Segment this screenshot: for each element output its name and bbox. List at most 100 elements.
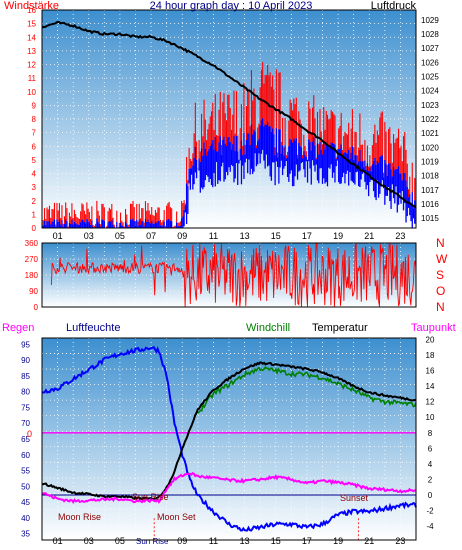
humidity-tick-70: 70: [21, 419, 30, 428]
temp-tick--2: -2: [426, 506, 434, 515]
humidity-label: Luftfeuchte: [66, 322, 120, 334]
hour-tick-09: 09: [177, 231, 187, 241]
rain-label: Regen: [2, 322, 34, 334]
wind-tick-3: 3: [32, 183, 37, 192]
temp-tick-0: 0: [428, 491, 433, 500]
compass-tick-2: S: [436, 268, 444, 282]
wind-tick-1: 1: [32, 210, 37, 219]
humidity-tick-85: 85: [21, 372, 30, 381]
pressure-axis-label: Luftdruck: [371, 0, 417, 12]
hour-tick-21: 21: [364, 231, 374, 241]
wind-tick-13: 13: [27, 47, 36, 56]
compass-tick-1: W: [436, 252, 448, 266]
hour-tick-05: 05: [115, 536, 125, 546]
pressure-tick-1021: 1021: [421, 129, 439, 138]
wind-pressure-ticks: 0123456789101112131415161015101610171018…: [27, 6, 439, 241]
wind-pressure-frame: [41, 9, 417, 229]
temp-tick-20: 20: [426, 336, 435, 345]
pressure-tick-1019: 1019: [421, 157, 439, 166]
wind-axis-label: Windstärke: [4, 0, 59, 12]
humidity-tick-75: 75: [21, 403, 30, 412]
temperature-frame: [41, 337, 417, 541]
hour-tick-23: 23: [395, 231, 405, 241]
humidity-line: [41, 345, 417, 532]
hour-tick-17: 17: [302, 231, 312, 241]
pressure-line: [41, 20, 417, 209]
wind-tick-7: 7: [32, 129, 37, 138]
hour-tick-19: 19: [333, 231, 343, 241]
hour-tick-15: 15: [271, 231, 281, 241]
hour-tick-21: 21: [364, 536, 374, 546]
pressure-tick-1016: 1016: [421, 200, 439, 209]
hour-tick-15: 15: [271, 536, 281, 546]
hour-tick-11: 11: [209, 231, 218, 241]
pressure-tick-1025: 1025: [421, 73, 439, 82]
pressure-tick-1018: 1018: [421, 172, 439, 181]
humidity-tick-55: 55: [21, 467, 30, 476]
moon-set-label: Moon Set: [157, 512, 196, 522]
hour-tick-03: 03: [84, 231, 94, 241]
pressure-tick-1017: 1017: [421, 186, 439, 195]
temp-tick--4: -4: [426, 522, 434, 531]
hour-tick-23: 23: [395, 536, 405, 546]
humidity-tick-35: 35: [21, 530, 30, 539]
sunset-label: Sunset: [340, 493, 369, 503]
wind-direction-series: [50, 242, 417, 307]
hour-tick-05: 05: [115, 231, 125, 241]
wind-direction-frame: [41, 242, 417, 308]
temp-tick-6: 6: [428, 444, 433, 453]
temperature-line: [41, 361, 417, 501]
pressure-tick-1027: 1027: [421, 44, 439, 53]
pressure-tick-1022: 1022: [421, 115, 439, 124]
pressure-tick-1015: 1015: [421, 214, 439, 223]
temp-tick-4: 4: [428, 460, 433, 469]
pressure-tick-1029: 1029: [421, 16, 439, 25]
hour-tick-01: 01: [53, 536, 63, 546]
wind-tick-0: 0: [32, 224, 37, 233]
pressure-tick-1028: 1028: [421, 30, 439, 39]
wind-tick-11: 11: [28, 74, 37, 83]
wind-pressure-grid: [42, 10, 416, 228]
pressure-tick-1026: 1026: [421, 58, 439, 67]
hour-tick-13: 13: [240, 536, 250, 546]
pressure-series: [41, 20, 417, 209]
temperature-ticks: 35 40 45 50 55 60 65 70 75 80 85 90 95 -4 -2 0 2 4 6 8 10 12 1…: [21, 336, 435, 546]
temp-tick-8: 8: [428, 429, 433, 438]
temperature-label: Temperatur: [312, 322, 368, 334]
sun-rise-bottom-label: Sun Rise: [136, 537, 169, 546]
humidity-tick-60: 60: [21, 451, 30, 460]
windchill-label: Windchill: [246, 322, 290, 334]
moon-rise-label: Moon Rise: [58, 512, 101, 522]
temperature-grid: [42, 338, 416, 540]
pressure-tick-1024: 1024: [421, 87, 439, 96]
wind-tick-4: 4: [32, 170, 37, 179]
direction-tick-0: 0: [34, 303, 39, 312]
hour-tick-17: 17: [302, 536, 312, 546]
compass-tick-3: O: [436, 284, 445, 298]
wind-tick-8: 8: [32, 115, 37, 124]
humidity-tick-45: 45: [21, 498, 30, 507]
compass-tick-0: N: [436, 236, 445, 250]
wind-speed-series: [41, 62, 416, 228]
hour-tick-03: 03: [84, 536, 94, 546]
pressure-tick-1020: 1020: [421, 143, 439, 152]
sun-rise-label: Sun Rise: [132, 492, 169, 502]
windchill-line: [197, 365, 417, 414]
direction-tick-90: 90: [29, 287, 38, 296]
direction-tick-270: 270: [25, 255, 39, 264]
hour-tick-09: 09: [177, 536, 187, 546]
wind-tick-5: 5: [32, 156, 37, 165]
wind-tick-14: 14: [27, 33, 36, 42]
humidity-tick-80: 80: [21, 388, 30, 397]
temp-tick-10: 10: [426, 413, 435, 422]
wind-tick-10: 10: [27, 88, 36, 97]
hour-tick-07: 07: [146, 231, 156, 241]
temp-tick-12: 12: [426, 398, 435, 407]
wind-tick-16: 16: [27, 6, 36, 15]
temperature-series-group: Moon Rise Sun Rise Moon Set Sunset Sun Rise: [41, 345, 417, 546]
direction-tick-360: 360: [25, 239, 39, 248]
hour-tick-13: 13: [240, 231, 250, 241]
chart-title: 24 hour graph day : 10 April 2023: [150, 0, 313, 12]
